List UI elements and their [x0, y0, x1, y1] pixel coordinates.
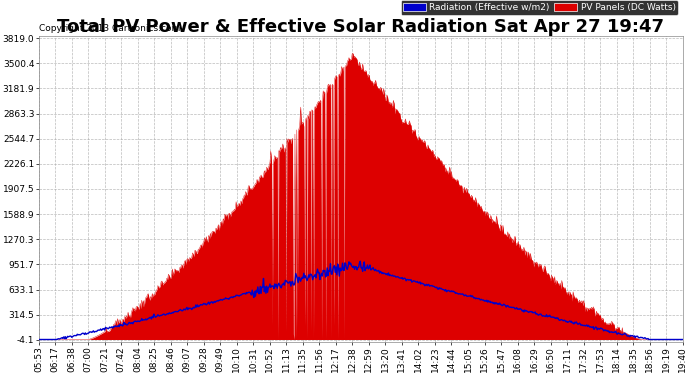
Title: Total PV Power & Effective Solar Radiation Sat Apr 27 19:47: Total PV Power & Effective Solar Radiati… — [57, 18, 664, 36]
Text: Copyright 2013 Cartronics.com: Copyright 2013 Cartronics.com — [39, 24, 180, 33]
Legend: Radiation (Effective w/m2), PV Panels (DC Watts): Radiation (Effective w/m2), PV Panels (D… — [400, 0, 678, 15]
